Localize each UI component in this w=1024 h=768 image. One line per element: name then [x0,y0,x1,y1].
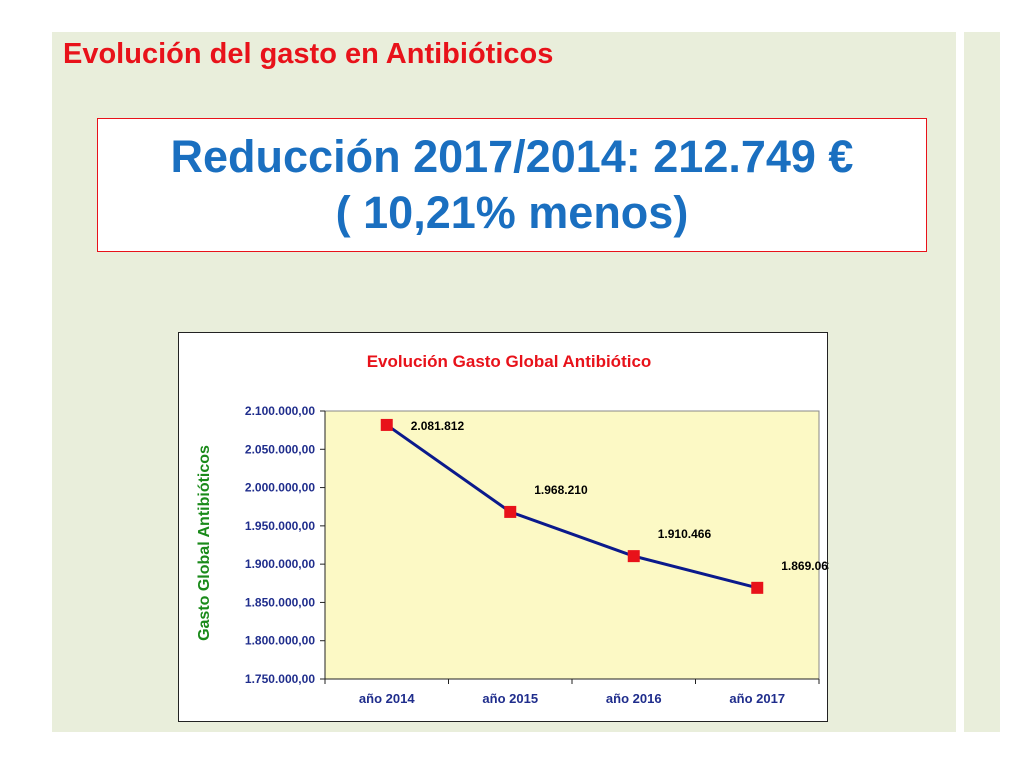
slide-title: Evolución del gasto en Antibióticos [63,38,554,70]
chart-frame: Evolución Gasto Global Antibiótico Gasto… [178,332,829,722]
line-chart: Evolución Gasto Global Antibiótico Gasto… [196,352,829,706]
y-tick-label: 1.750.000,00 [245,672,315,686]
x-tick-label: año 2017 [729,691,785,706]
chart-title: Evolución Gasto Global Antibiótico [367,352,652,371]
y-tick-label: 2.050.000,00 [245,442,315,456]
y-tick-label: 1.900.000,00 [245,557,315,571]
data-label: 1.869.063 [781,559,829,573]
data-label: 1.910.466 [658,527,712,541]
y-tick-label: 2.000.000,00 [245,481,315,495]
data-point-marker [751,581,764,594]
series-line [385,423,758,590]
reduction-callout: Reducción 2017/2014: 212.749 € ( 10,21% … [97,118,927,252]
x-tick-label: año 2015 [482,691,538,706]
y-axis-label: Gasto Global Antibióticos [196,445,213,641]
data-label: 1.968.210 [534,483,588,497]
y-tick-label: 2.100.000,00 [245,404,315,418]
x-tick-label: año 2014 [359,691,415,706]
y-tick-label: 1.950.000,00 [245,519,315,533]
y-tick-label: 1.850.000,00 [245,595,315,609]
slide-side-strip [964,32,1000,732]
callout-line-2: ( 10,21% menos) [335,187,689,238]
x-tick-label: año 2016 [606,691,662,706]
callout-line-1: Reducción 2017/2014: 212.749 € [170,131,854,182]
data-point-marker [380,418,393,431]
y-tick-label: 1.800.000,00 [245,634,315,648]
plot-area [324,410,820,680]
data-label: 2.081.812 [411,419,465,433]
data-point-marker [627,550,640,563]
data-point-marker [504,505,517,518]
